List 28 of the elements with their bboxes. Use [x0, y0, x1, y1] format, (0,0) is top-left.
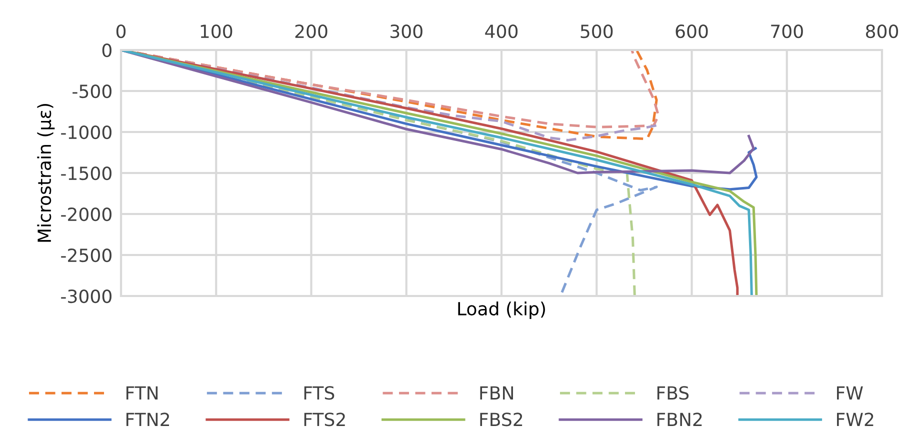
- y-tick-label: -2000: [61, 207, 112, 222]
- x-tick-label: 600: [676, 24, 708, 38]
- legend-label: FTN2: [126, 412, 169, 426]
- y-tick-label: -1000: [61, 125, 112, 140]
- y-tick-label: -3000: [61, 289, 112, 304]
- x-tick-label: 300: [390, 24, 422, 38]
- x-tick-label: 800: [866, 24, 898, 38]
- x-axis-title: Load (kip): [458, 302, 545, 320]
- legend-label: FBS: [657, 386, 689, 400]
- x-tick-label: 400: [485, 24, 518, 38]
- y-axis-title: Microstrain (με): [37, 104, 55, 242]
- x-tick-label: 100: [200, 24, 232, 38]
- x-tick-label: 0: [116, 24, 126, 38]
- y-tick-label: -1500: [61, 166, 112, 180]
- legend-label: FTN: [126, 386, 158, 400]
- x-tick-label: 500: [580, 24, 613, 38]
- legend-label: FBN2: [657, 412, 702, 426]
- legend-label: FW2: [837, 412, 874, 426]
- legend-label: FW: [837, 386, 863, 400]
- y-tick-label: -500: [72, 84, 112, 98]
- y-tick-label: -2500: [61, 248, 112, 262]
- y-tick-label: 0: [102, 43, 112, 58]
- x-tick-label: 200: [295, 24, 328, 38]
- legend-label: FTS2: [304, 412, 345, 426]
- legend-label: FBS2: [480, 412, 522, 426]
- legend-label: FBN: [480, 386, 513, 400]
- x-tick-label: 700: [771, 24, 803, 38]
- legend-label: FTS: [304, 386, 334, 400]
